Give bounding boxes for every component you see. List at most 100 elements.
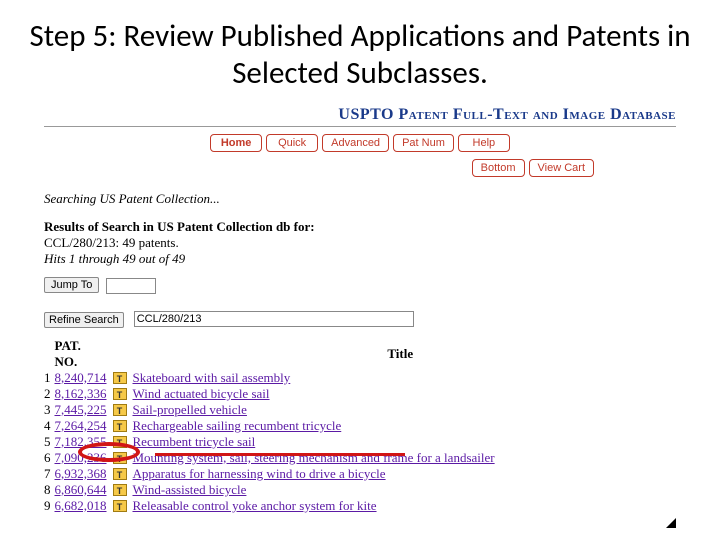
row-index: 5 [44, 434, 55, 450]
jump-row: Jump To [44, 277, 676, 293]
patent-title: Wind actuated bicycle sail [133, 386, 677, 402]
table-row: 47,264,254 T Rechargeable sailing recumben… [44, 418, 676, 434]
t-icon[interactable]: T [113, 404, 127, 416]
patent-number: 7,445,225 [55, 402, 113, 418]
help-button[interactable]: Help [458, 134, 510, 152]
patent-number-link[interactable]: 6,860,644 [55, 482, 107, 497]
patent-title-link[interactable]: Apparatus for harnessing wind to drive a… [133, 466, 386, 481]
patent-title-link[interactable]: Releasable control yoke anchor system fo… [133, 498, 377, 513]
viewcart-button[interactable]: View Cart [529, 159, 594, 177]
patent-title-link[interactable]: Wind-assisted bicycle [133, 482, 247, 497]
table-row: 96,682,018 T Releasable control yoke ancho… [44, 498, 676, 514]
row-index: 3 [44, 402, 55, 418]
searching-text: Searching US Patent Collection... [44, 191, 676, 207]
patent-number: 8,240,714 [55, 370, 113, 386]
t-icon[interactable]: T [113, 388, 127, 400]
patent-number: 7,182,355 [55, 434, 113, 450]
patent-number-link[interactable]: 7,090,236 [55, 450, 107, 465]
patent-title: Wind-assisted bicycle [133, 482, 677, 498]
patent-title-link[interactable]: Rechargeable sailing recumbent tricycle [133, 418, 342, 433]
patent-title: Recumbent tricycle sail [133, 434, 677, 450]
patent-number: 7,264,254 [55, 418, 113, 434]
patent-number-link[interactable]: 8,240,714 [55, 370, 107, 385]
patent-number: 6,932,368 [55, 466, 113, 482]
col-title: Title [133, 338, 677, 370]
table-row: 28,162,336 T Wind actuated bicycle sail [44, 386, 676, 402]
nav-row-1: HomeQuickAdvancedPat NumHelp [44, 133, 676, 152]
patent-title: Mounting system, sail, steering mechanis… [133, 450, 677, 466]
table-row: 67,090,236 T Mounting system, sail, steeri… [44, 450, 676, 466]
t-cell: T [113, 418, 133, 434]
patnum-button[interactable]: Pat Num [393, 134, 454, 152]
patent-title-link[interactable]: Recumbent tricycle sail [133, 434, 256, 449]
patent-title: Apparatus for harnessing wind to drive a… [133, 466, 677, 482]
t-cell: T [113, 498, 133, 514]
t-cell: T [113, 370, 133, 386]
nav-row-2: BottomView Cart [44, 158, 676, 177]
slide: Step 5: Review Published Applications an… [0, 0, 720, 540]
patent-title-link[interactable]: Mounting system, sail, steering mechanis… [133, 450, 495, 465]
slide-title: Step 5: Review Published Applications an… [28, 18, 692, 92]
patent-number-link[interactable]: 7,445,225 [55, 402, 107, 417]
t-cell: T [113, 450, 133, 466]
patent-number: 7,090,236 [55, 450, 113, 466]
row-index: 1 [44, 370, 55, 386]
t-cell: T [113, 482, 133, 498]
results-header: Results of Search in US Patent Collectio… [44, 219, 676, 267]
table-row: 57,182,355 T Recumbent tricycle sail [44, 434, 676, 450]
patent-number-link[interactable]: 8,162,336 [55, 386, 107, 401]
row-index: 8 [44, 482, 55, 498]
t-cell: T [113, 466, 133, 482]
t-icon[interactable]: T [113, 452, 127, 464]
row-index: 7 [44, 466, 55, 482]
patents-tbody: 18,240,714 T Skateboard with sail assembly… [44, 370, 676, 514]
patents-table: PAT. NO. Title 18,240,714 T Skateboard wit… [44, 338, 676, 514]
patent-title: Skateboard with sail assembly [133, 370, 677, 386]
table-row: 76,932,368 T Apparatus for harnessing wind… [44, 466, 676, 482]
patent-number-link[interactable]: 6,932,368 [55, 466, 107, 481]
patent-title: Sail-propelled vehicle [133, 402, 677, 418]
quick-button[interactable]: Quick [266, 134, 318, 152]
results-line2: CCL/280/213: 49 patents. [44, 235, 676, 251]
patent-number: 6,860,644 [55, 482, 113, 498]
table-row: 37,445,225 T Sail-propelled vehicle [44, 402, 676, 418]
results-line1: Results of Search in US Patent Collectio… [44, 219, 676, 235]
patent-title-link[interactable]: Wind actuated bicycle sail [133, 386, 270, 401]
advanced-button[interactable]: Advanced [322, 134, 389, 152]
patent-number: 6,682,018 [55, 498, 113, 514]
results-line3: Hits 1 through 49 out of 49 [44, 251, 676, 267]
t-icon[interactable]: T [113, 468, 127, 480]
uspto-screenshot: USPTO Patent Full-Text and Image Databas… [44, 106, 676, 513]
col-patno: PAT. NO. [55, 338, 113, 370]
patent-title-link[interactable]: Skateboard with sail assembly [133, 370, 291, 385]
jumpto-button[interactable]: Jump To [44, 277, 99, 293]
row-index: 9 [44, 498, 55, 514]
table-row: 18,240,714 T Skateboard with sail assembly [44, 370, 676, 386]
t-icon[interactable]: T [113, 500, 127, 512]
bottom-button[interactable]: Bottom [472, 159, 525, 177]
t-icon[interactable]: T [113, 484, 127, 496]
t-cell: T [113, 402, 133, 418]
t-icon[interactable]: T [113, 436, 127, 448]
row-index: 6 [44, 450, 55, 466]
patent-number: 8,162,336 [55, 386, 113, 402]
patent-number-link[interactable]: 6,682,018 [55, 498, 107, 513]
patent-title-link[interactable]: Sail-propelled vehicle [133, 402, 247, 417]
home-button[interactable]: Home [210, 134, 262, 152]
row-index: 2 [44, 386, 55, 402]
row-index: 4 [44, 418, 55, 434]
jumpto-input[interactable] [106, 278, 156, 294]
refine-button[interactable]: Refine Search [44, 312, 124, 328]
t-icon[interactable]: T [113, 372, 127, 384]
patent-number-link[interactable]: 7,264,254 [55, 418, 107, 433]
t-icon[interactable]: T [113, 420, 127, 432]
t-cell: T [113, 386, 133, 402]
refine-row: Refine Search [44, 310, 676, 328]
t-cell: T [113, 434, 133, 450]
patent-title: Releasable control yoke anchor system fo… [133, 498, 677, 514]
corner-triangle-icon [666, 518, 676, 528]
db-banner: USPTO Patent Full-Text and Image Databas… [44, 106, 676, 127]
refine-input[interactable] [134, 311, 414, 327]
patent-number-link[interactable]: 7,182,355 [55, 434, 107, 449]
table-row: 86,860,644 T Wind-assisted bicycle [44, 482, 676, 498]
